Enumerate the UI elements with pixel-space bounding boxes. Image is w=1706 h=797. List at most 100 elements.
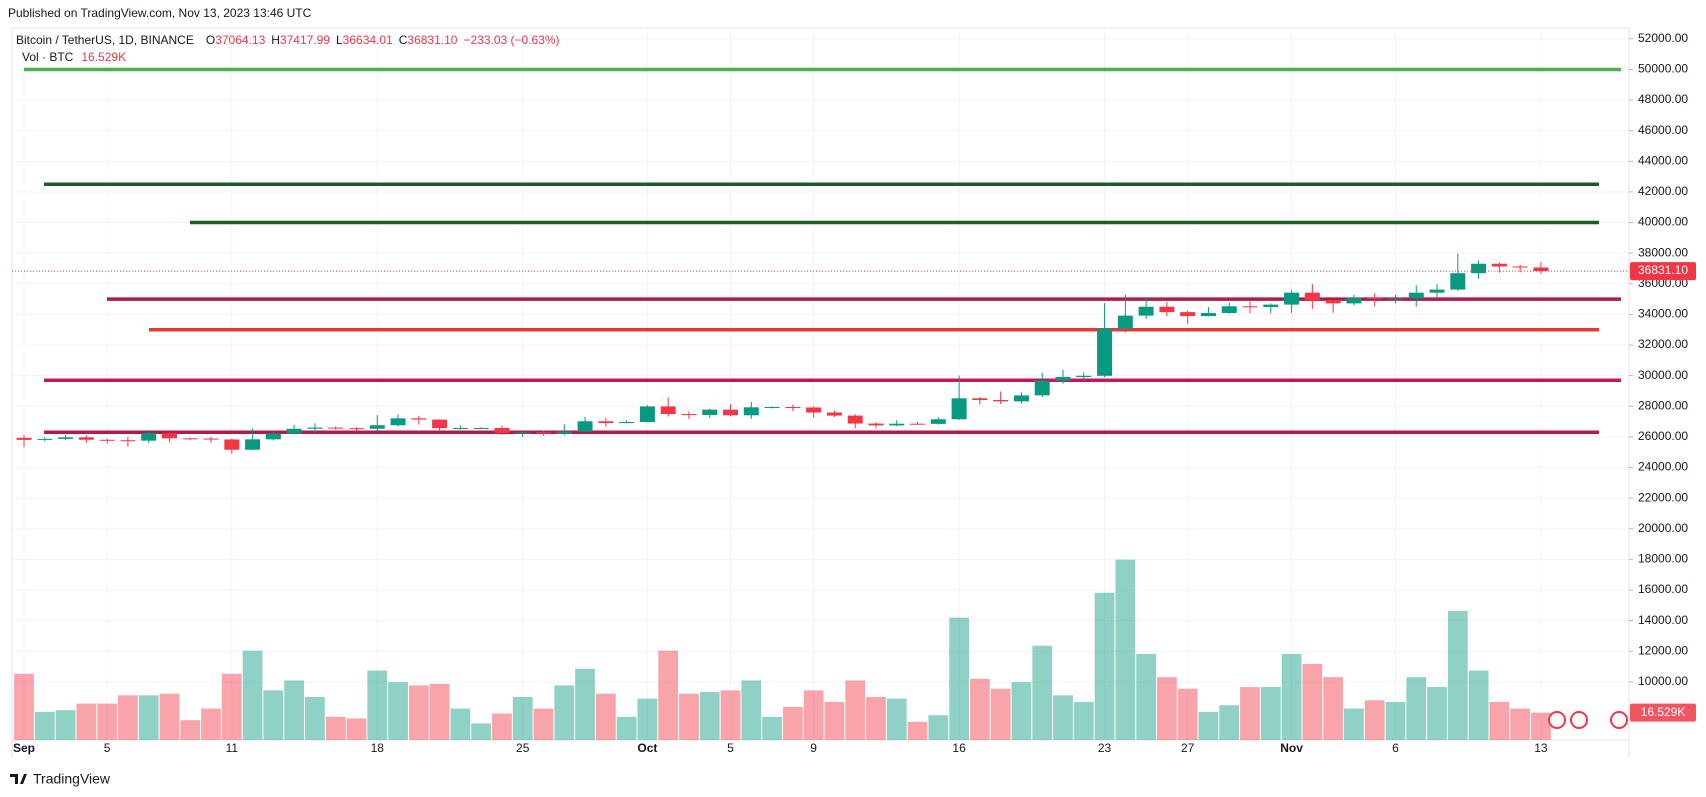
candle-body: [1471, 264, 1486, 273]
candle-body: [1118, 316, 1133, 329]
volume-bar: [284, 680, 304, 740]
candle-body: [723, 410, 738, 416]
volume-bar: [1365, 700, 1385, 740]
x-tick-label: 11: [226, 741, 239, 755]
candle-body: [1367, 298, 1382, 299]
volume-bar: [118, 695, 138, 740]
volume-bar: [721, 690, 741, 740]
chart: Published on TradingView.com, Nov 13, 20…: [0, 0, 1706, 797]
volume-bar: [1261, 687, 1281, 740]
candle-body: [1450, 273, 1465, 289]
volume-bar: [347, 718, 367, 740]
volume-bar: [949, 618, 969, 740]
volume-bar: [263, 690, 283, 740]
volume-bar: [1489, 702, 1509, 740]
candle-body: [370, 425, 385, 429]
candle-body: [619, 422, 634, 423]
volume-bar: [1157, 677, 1177, 740]
y-tick-label: 50000.00: [1638, 62, 1688, 76]
candle-body: [910, 424, 925, 425]
candle-body: [806, 407, 821, 412]
candle-body: [993, 400, 1008, 401]
volume-bar: [367, 671, 387, 740]
candle-body: [848, 416, 863, 424]
volume-tag-label: 16.529K: [1641, 705, 1686, 719]
volume-bar: [1427, 687, 1447, 740]
x-tick-label: 25: [516, 741, 530, 755]
candle-body: [1014, 395, 1029, 401]
candle-body: [411, 418, 426, 419]
candle-body: [1159, 307, 1174, 312]
x-tick-label: 23: [1098, 741, 1112, 755]
volume-bar: [845, 680, 865, 740]
candle-body: [765, 407, 780, 408]
volume-bar: [326, 717, 346, 740]
x-tick-label: Nov: [1280, 741, 1303, 755]
volume-bar: [1199, 712, 1219, 740]
y-tick-label: 16000.00: [1638, 582, 1688, 596]
volume-bar: [1074, 702, 1094, 740]
volume-bar: [762, 717, 782, 740]
ohlc-value: 36634.01: [343, 33, 393, 47]
volume-bar: [1344, 709, 1364, 740]
volume-bar: [56, 710, 76, 740]
candle-body: [287, 429, 302, 434]
volume-bar: [1095, 593, 1115, 740]
x-tick-label: 5: [104, 741, 111, 755]
brand: TradingView: [33, 771, 111, 787]
candle-body: [349, 428, 364, 429]
candle-body: [1097, 329, 1112, 376]
ohlc-value: 37417.99: [280, 33, 330, 47]
candle-body: [1056, 377, 1071, 381]
candle-body: [536, 432, 551, 433]
candle-body: [598, 421, 613, 423]
volume-bar: [783, 707, 803, 740]
candle-body: [1139, 307, 1154, 316]
candle-body: [494, 428, 509, 433]
ohlc-value: 37064.13: [215, 33, 265, 47]
candle-body: [79, 437, 94, 439]
volume-bar: [1115, 560, 1135, 740]
volume-bar: [160, 694, 180, 740]
y-tick-label: 26000.00: [1638, 429, 1688, 443]
candle-body: [1263, 305, 1278, 307]
y-tick-label: 48000.00: [1638, 92, 1688, 106]
y-tick-label: 12000.00: [1638, 643, 1688, 657]
candle-body: [204, 439, 219, 440]
candle-body: [328, 428, 343, 429]
volume-bar: [970, 679, 990, 740]
volume-bar: [1469, 671, 1489, 740]
volume-bar: [554, 685, 574, 740]
x-tick-label: 9: [810, 741, 817, 755]
volume-bar: [471, 723, 491, 740]
candle-body: [1305, 293, 1320, 300]
candle-body: [162, 433, 177, 438]
volume-bar: [450, 709, 470, 740]
volume-bar: [1406, 677, 1426, 740]
x-tick-label: 18: [371, 741, 385, 755]
candle-body: [889, 424, 904, 426]
volume-bar: [97, 704, 117, 740]
candle-body: [37, 439, 52, 440]
candle-body: [868, 424, 883, 426]
volume-bar: [596, 694, 616, 740]
ohlc-label: C: [399, 33, 408, 47]
candle-body: [1180, 312, 1195, 316]
volume-bar: [243, 651, 263, 740]
candle-body: [1326, 300, 1341, 303]
candle-body: [453, 428, 468, 429]
y-tick-label: 52000.00: [1638, 31, 1688, 45]
candle-body: [120, 440, 135, 441]
candle-body: [1346, 298, 1361, 304]
x-tick-label: 5: [727, 741, 734, 755]
candle-body: [640, 406, 655, 422]
candle-body: [474, 428, 489, 429]
volume-bar: [1240, 687, 1260, 740]
candle-body: [1409, 293, 1424, 299]
y-tick-label: 22000.00: [1638, 490, 1688, 504]
y-tick-label: 20000.00: [1638, 521, 1688, 535]
volume-bar: [305, 697, 325, 740]
y-tick-label: 44000.00: [1638, 153, 1688, 167]
candle-body: [17, 438, 32, 440]
volume-bar: [1012, 682, 1032, 740]
